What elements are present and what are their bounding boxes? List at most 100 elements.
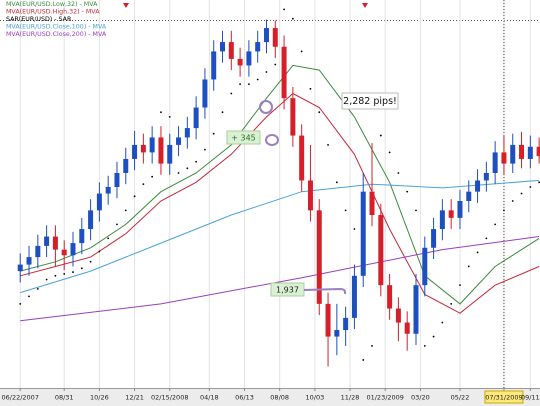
x-tick-label: 09/11 bbox=[521, 394, 540, 402]
x-tick-label: 06/22/2007 bbox=[1, 394, 38, 402]
candle-body bbox=[237, 58, 243, 66]
sar-dot bbox=[45, 278, 48, 281]
sar-dot bbox=[177, 172, 180, 174]
legend-entry: MVA(EUR/USD.Close,100) - MVA bbox=[6, 24, 107, 31]
candle-body bbox=[536, 146, 540, 157]
x-tick-label: 07/31/2009 bbox=[485, 394, 522, 402]
sar-dot bbox=[476, 251, 479, 254]
sar-dot bbox=[28, 295, 30, 298]
candle-body bbox=[158, 137, 164, 164]
sar-dot bbox=[274, 63, 277, 66]
candle-body bbox=[79, 229, 85, 244]
sar-dot bbox=[186, 167, 189, 170]
moving-average-line bbox=[20, 92, 540, 314]
candle-body bbox=[193, 107, 199, 129]
legend-entry: MVA(EUR/USD.Low,32) - MVA bbox=[6, 1, 98, 8]
candle-body bbox=[167, 144, 173, 164]
x-tick-label: 08/31 bbox=[55, 394, 74, 402]
x-tick-highlight bbox=[484, 390, 524, 404]
candle-body bbox=[483, 172, 489, 181]
candle-body bbox=[360, 191, 366, 276]
candle-body bbox=[378, 215, 384, 286]
candle-body bbox=[220, 42, 226, 52]
sar-dot bbox=[256, 78, 259, 81]
candle-body bbox=[26, 257, 32, 265]
sar-dot bbox=[529, 186, 532, 188]
sar-dot bbox=[300, 50, 303, 53]
legend-entry: MVA(EUR/USD.High,32) - MVA bbox=[6, 9, 100, 16]
plot-background bbox=[0, 0, 540, 388]
event-marker bbox=[362, 3, 368, 8]
candle-body bbox=[422, 247, 428, 286]
highlight-circle bbox=[265, 134, 279, 146]
sar-dot bbox=[318, 111, 321, 114]
candle-body bbox=[88, 210, 94, 230]
sar-dot bbox=[467, 265, 470, 268]
sar-dot bbox=[80, 267, 83, 270]
candle-body bbox=[325, 303, 331, 337]
candle-body bbox=[202, 79, 208, 108]
candle-body bbox=[176, 137, 182, 145]
sar-dot bbox=[151, 175, 154, 178]
candle-body bbox=[395, 308, 401, 323]
candle-body bbox=[132, 144, 138, 159]
moving-average-line bbox=[20, 179, 540, 294]
sar-dot bbox=[142, 183, 145, 186]
sar-dot bbox=[98, 250, 101, 253]
legend-entry: MVA(EUR/USD.Close,200) - MVA bbox=[6, 31, 107, 38]
sar-dot bbox=[423, 345, 426, 347]
candle-body bbox=[123, 158, 129, 173]
sar-dot bbox=[327, 144, 329, 146]
sar-dot bbox=[265, 71, 268, 73]
sar-dot bbox=[432, 335, 435, 338]
legend: MVA(EUR/USD.Low,32) - MVAMVA(EUR/USD.Hig… bbox=[6, 1, 107, 38]
sar-dot bbox=[388, 151, 391, 154]
sar-dot bbox=[503, 209, 505, 212]
sar-dot bbox=[72, 271, 74, 273]
candle-body bbox=[114, 172, 120, 187]
annotation-box bbox=[341, 92, 399, 110]
candle-body bbox=[52, 236, 58, 250]
sar-dot bbox=[344, 209, 347, 212]
sar-dot bbox=[353, 228, 356, 230]
candle-body bbox=[184, 128, 190, 138]
candle-body bbox=[413, 285, 419, 334]
x-tick-label: 10/03 bbox=[305, 394, 324, 402]
candle-body bbox=[35, 245, 41, 258]
sar-dot bbox=[511, 200, 514, 202]
sar-dot bbox=[116, 223, 118, 226]
sar-dot bbox=[221, 111, 224, 114]
sar-dot bbox=[239, 83, 241, 86]
sar-dot bbox=[133, 195, 136, 198]
annotation-text: + 345 bbox=[231, 134, 256, 143]
x-tick-label: 10/26 bbox=[90, 394, 109, 402]
candle-body bbox=[475, 180, 481, 192]
candle-body bbox=[211, 51, 217, 80]
candle-body bbox=[439, 210, 445, 230]
sar-dot bbox=[89, 260, 92, 263]
legend-entry: SAR(EUR/USD) - SAR bbox=[6, 16, 72, 23]
candle-body bbox=[17, 264, 23, 272]
x-axis-strip bbox=[0, 388, 540, 406]
x-tick-label: 08/08 bbox=[270, 394, 289, 402]
sar-dot bbox=[362, 359, 365, 361]
sar-dot bbox=[397, 172, 400, 174]
sar-dot bbox=[247, 83, 250, 86]
sar-dot bbox=[335, 181, 338, 184]
annotation-box bbox=[226, 130, 261, 145]
x-tick-label: 06/13 bbox=[235, 394, 254, 402]
sar-dot bbox=[494, 223, 497, 226]
candle-body bbox=[457, 201, 463, 218]
sar-dot bbox=[212, 132, 215, 135]
annotation-layer: 2,282 pips! + 345 1,937 bbox=[226, 92, 399, 297]
sar-dot bbox=[54, 274, 57, 277]
sar-dot bbox=[230, 92, 233, 95]
candle-body bbox=[96, 193, 102, 211]
candle-body bbox=[61, 249, 67, 256]
plot-area bbox=[17, 0, 540, 388]
sar-dot bbox=[195, 160, 198, 163]
x-tick-label: 03/20 bbox=[411, 394, 430, 402]
sar-dot bbox=[168, 115, 171, 118]
candle-body bbox=[105, 186, 111, 194]
